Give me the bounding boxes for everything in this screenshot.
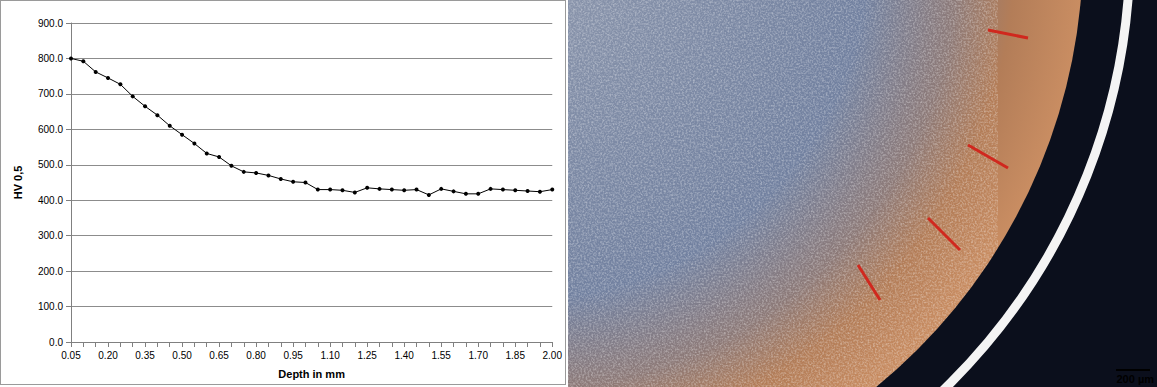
- svg-text:0.05: 0.05: [61, 350, 81, 361]
- svg-text:0.95: 0.95: [283, 350, 303, 361]
- svg-text:300.0: 300.0: [38, 230, 63, 241]
- svg-text:HV 0,5: HV 0,5: [12, 166, 24, 200]
- svg-text:0.20: 0.20: [98, 350, 118, 361]
- svg-text:2.00: 2.00: [543, 350, 563, 361]
- svg-text:600.0: 600.0: [38, 124, 63, 135]
- svg-text:0.65: 0.65: [209, 350, 229, 361]
- svg-text:700.0: 700.0: [38, 88, 63, 99]
- svg-text:500.0: 500.0: [38, 159, 63, 170]
- svg-text:100.0: 100.0: [38, 301, 63, 312]
- svg-text:900.0: 900.0: [38, 18, 63, 29]
- svg-text:800.0: 800.0: [38, 53, 63, 64]
- svg-text:0.50: 0.50: [172, 350, 192, 361]
- svg-text:1.40: 1.40: [394, 350, 414, 361]
- svg-text:0.0: 0.0: [49, 337, 63, 348]
- svg-text:0.35: 0.35: [135, 350, 155, 361]
- svg-text:Depth in mm: Depth in mm: [278, 368, 345, 380]
- svg-text:200.0: 200.0: [38, 266, 63, 277]
- svg-text:1.85: 1.85: [506, 350, 526, 361]
- svg-text:1.70: 1.70: [468, 350, 488, 361]
- svg-text:200 µm: 200 µm: [1116, 373, 1154, 385]
- svg-text:0.80: 0.80: [246, 350, 266, 361]
- svg-text:1.55: 1.55: [431, 350, 451, 361]
- svg-text:1.25: 1.25: [357, 350, 377, 361]
- svg-text:1.10: 1.10: [320, 350, 340, 361]
- svg-text:400.0: 400.0: [38, 195, 63, 206]
